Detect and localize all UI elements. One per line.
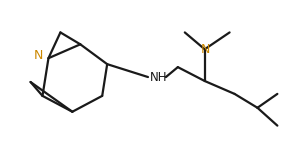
Text: N: N xyxy=(34,49,43,62)
Text: N: N xyxy=(201,43,211,56)
Text: NH: NH xyxy=(150,71,168,83)
